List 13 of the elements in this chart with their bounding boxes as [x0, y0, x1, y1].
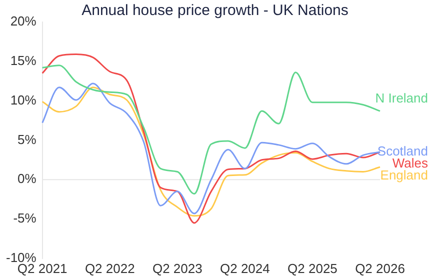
x-tick-label: Q2 2026	[355, 260, 405, 276]
y-tick-label: 5%	[18, 132, 37, 147]
chart-title: Annual house price growth - UK Nations	[82, 2, 348, 19]
x-tick-label: Q2 2022	[84, 260, 135, 276]
y-tick-label: 15%	[10, 52, 37, 68]
series-label: N Ireland	[375, 90, 428, 106]
y-tick-label: 0%	[18, 171, 37, 186]
y-tick-label: -5%	[13, 210, 37, 226]
x-tick-label: Q2 2025	[288, 260, 338, 276]
y-tick-label: 10%	[10, 92, 37, 108]
x-tick-label: Q2 2023	[152, 260, 202, 276]
y-tick-label: 20%	[10, 14, 37, 29]
x-tick-label: Q2 2024	[220, 260, 270, 276]
